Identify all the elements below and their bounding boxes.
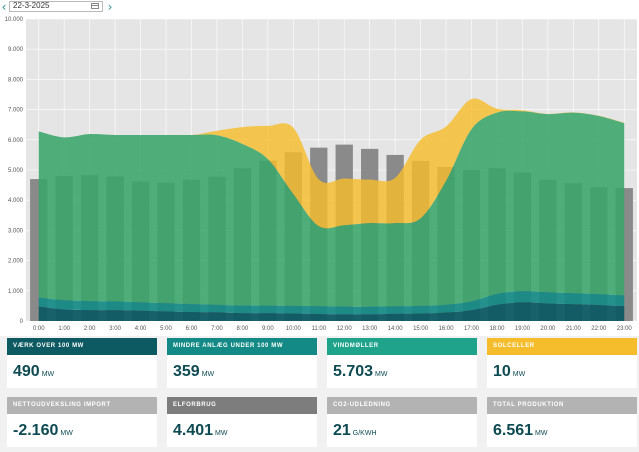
y-tick-label: 3.000 — [8, 228, 24, 234]
stat-card-value-row: 4.401 MW — [167, 414, 317, 447]
stat-card-value: 359 — [173, 363, 200, 380]
y-tick-label: 8.000 — [8, 77, 24, 83]
x-tick-label: 3:00 — [109, 326, 121, 332]
x-tick-label: 5:00 — [160, 326, 172, 332]
stat-card-value-row: 359 MW — [167, 355, 317, 388]
x-tick-label: 15:00 — [413, 326, 429, 332]
date-value: 22-3-2025 — [13, 1, 50, 10]
production-areas — [38, 98, 625, 321]
date-field[interactable]: 22-3-2025 — [9, 1, 103, 12]
x-tick-label: 0:00 — [33, 326, 45, 332]
stat-card-unit: MW — [512, 371, 526, 378]
x-tick-label: 1:00 — [58, 326, 70, 332]
x-tick-label: 22:00 — [591, 326, 607, 332]
x-tick-label: 19:00 — [515, 326, 531, 332]
y-tick-label: 1.000 — [8, 289, 24, 295]
x-axis-ticks: 0:00 1:00 2:00 3:00 4:00 5:00 6:00 7:00 8:00 9:00… — [33, 326, 633, 332]
x-tick-label: 18:00 — [489, 326, 505, 332]
x-tick-label: 7:00 — [211, 326, 223, 332]
stat-card-value: -2.160 — [13, 422, 59, 439]
stat-card-unit: MW — [41, 371, 55, 378]
stat-card-unit: MW — [215, 430, 228, 437]
y-tick-label: 0 — [20, 319, 24, 325]
x-tick-label: 21:00 — [566, 326, 582, 332]
stat-card-title: VINDMØLLER — [327, 338, 477, 355]
y-axis-ticks: 0 1.000 2.000 3.000 4.000 5.000 6.000 7.000 8.00… — [5, 17, 24, 325]
wind-area — [38, 110, 625, 307]
stat-card-unit: MW — [375, 371, 388, 378]
stat-card-unit: MW — [201, 371, 215, 378]
stats-panel: VÆRK OVER 100 MW 490 MW MINDRE ANLÆG UNDER … — [0, 336, 639, 452]
stat-card-title: VÆRK OVER 100 MW — [7, 338, 157, 355]
stat-card-value-row: 490 MW — [7, 355, 157, 388]
x-tick-label: 11:00 — [311, 326, 326, 332]
production-chart: 0 1.000 2.000 3.000 4.000 5.000 6.000 7.000 8.00… — [5, 17, 637, 332]
stat-card-value: 490 — [13, 363, 40, 380]
y-tick-label: 4.000 — [8, 198, 24, 204]
stat-card: TOTAL PRODUKTION 6.561 MW — [487, 397, 637, 447]
stat-card-value-row: 10 MW — [487, 355, 637, 388]
x-tick-label: 12:00 — [337, 326, 353, 332]
stat-card: SOLCELLER 10 MW — [487, 338, 637, 388]
plant-over-100-area — [38, 302, 625, 321]
date-navigation: ‹ 22-3-2025 › — [0, 0, 639, 14]
next-day-arrow-icon[interactable]: › — [107, 0, 113, 14]
stat-card-title: NETTOUDVEKSLING IMPORT — [7, 397, 157, 414]
x-tick-label: 10:00 — [286, 326, 302, 332]
stat-card-value-row: 6.561 MW — [487, 414, 637, 447]
stat-card-value-row: 21 G/KWH — [327, 414, 477, 447]
x-tick-label: 8:00 — [237, 326, 249, 332]
x-tick-label: 4:00 — [135, 326, 147, 332]
y-tick-label: 7.000 — [8, 108, 24, 114]
prev-day-arrow-icon[interactable]: ‹ — [1, 0, 7, 14]
y-tick-label: 2.000 — [8, 259, 24, 265]
y-tick-label: 6.000 — [8, 138, 24, 144]
stat-card: MINDRE ANLÆG UNDER 100 MW 359 MW — [167, 338, 317, 388]
y-tick-label: 5.000 — [8, 168, 24, 174]
y-tick-label: 9.000 — [8, 47, 24, 53]
stat-card-unit: MW — [60, 430, 73, 437]
stat-card-title: MINDRE ANLÆG UNDER 100 MW — [167, 338, 317, 355]
stat-card: VINDMØLLER 5.703 MW — [327, 338, 477, 388]
x-tick-label: 13:00 — [362, 326, 378, 332]
x-tick-label: 2:00 — [84, 326, 96, 332]
stat-card-value-row: -2.160 MW — [7, 414, 157, 447]
stat-card-value: 5.703 — [333, 363, 374, 380]
x-tick-label: 23:00 — [617, 326, 633, 332]
stat-card-title: CO2-UDLEDNING — [327, 397, 477, 414]
stat-card-value-row: 5.703 MW — [327, 355, 477, 388]
stat-card-title: ELFORBRUG — [167, 397, 317, 414]
stat-card: ELFORBRUG 4.401 MW — [167, 397, 317, 447]
small-plant-area — [38, 291, 625, 315]
x-tick-label: 6:00 — [186, 326, 198, 332]
stat-card: CO2-UDLEDNING 21 G/KWH — [327, 397, 477, 447]
stat-card-title: TOTAL PRODUKTION — [487, 397, 637, 414]
stat-card-unit: MW — [535, 430, 548, 437]
stat-card: NETTOUDVEKSLING IMPORT -2.160 MW — [7, 397, 157, 447]
stat-card-title: SOLCELLER — [487, 338, 637, 355]
x-tick-label: 14:00 — [388, 326, 404, 332]
stat-card: VÆRK OVER 100 MW 490 MW — [7, 338, 157, 388]
calendar-icon[interactable] — [91, 3, 99, 9]
stat-card-value: 21 — [333, 422, 351, 439]
stat-card-unit: G/KWH — [352, 430, 377, 437]
solar-area — [38, 98, 625, 229]
stat-card-value: 4.401 — [173, 422, 214, 439]
x-tick-label: 17:00 — [464, 326, 480, 332]
stat-card-value: 6.561 — [493, 422, 534, 439]
x-tick-label: 20:00 — [540, 326, 556, 332]
x-tick-label: 16:00 — [439, 326, 455, 332]
y-tick-label: 10.000 — [5, 17, 24, 23]
x-tick-label: 9:00 — [262, 326, 274, 332]
stat-card-value: 10 — [493, 363, 511, 380]
